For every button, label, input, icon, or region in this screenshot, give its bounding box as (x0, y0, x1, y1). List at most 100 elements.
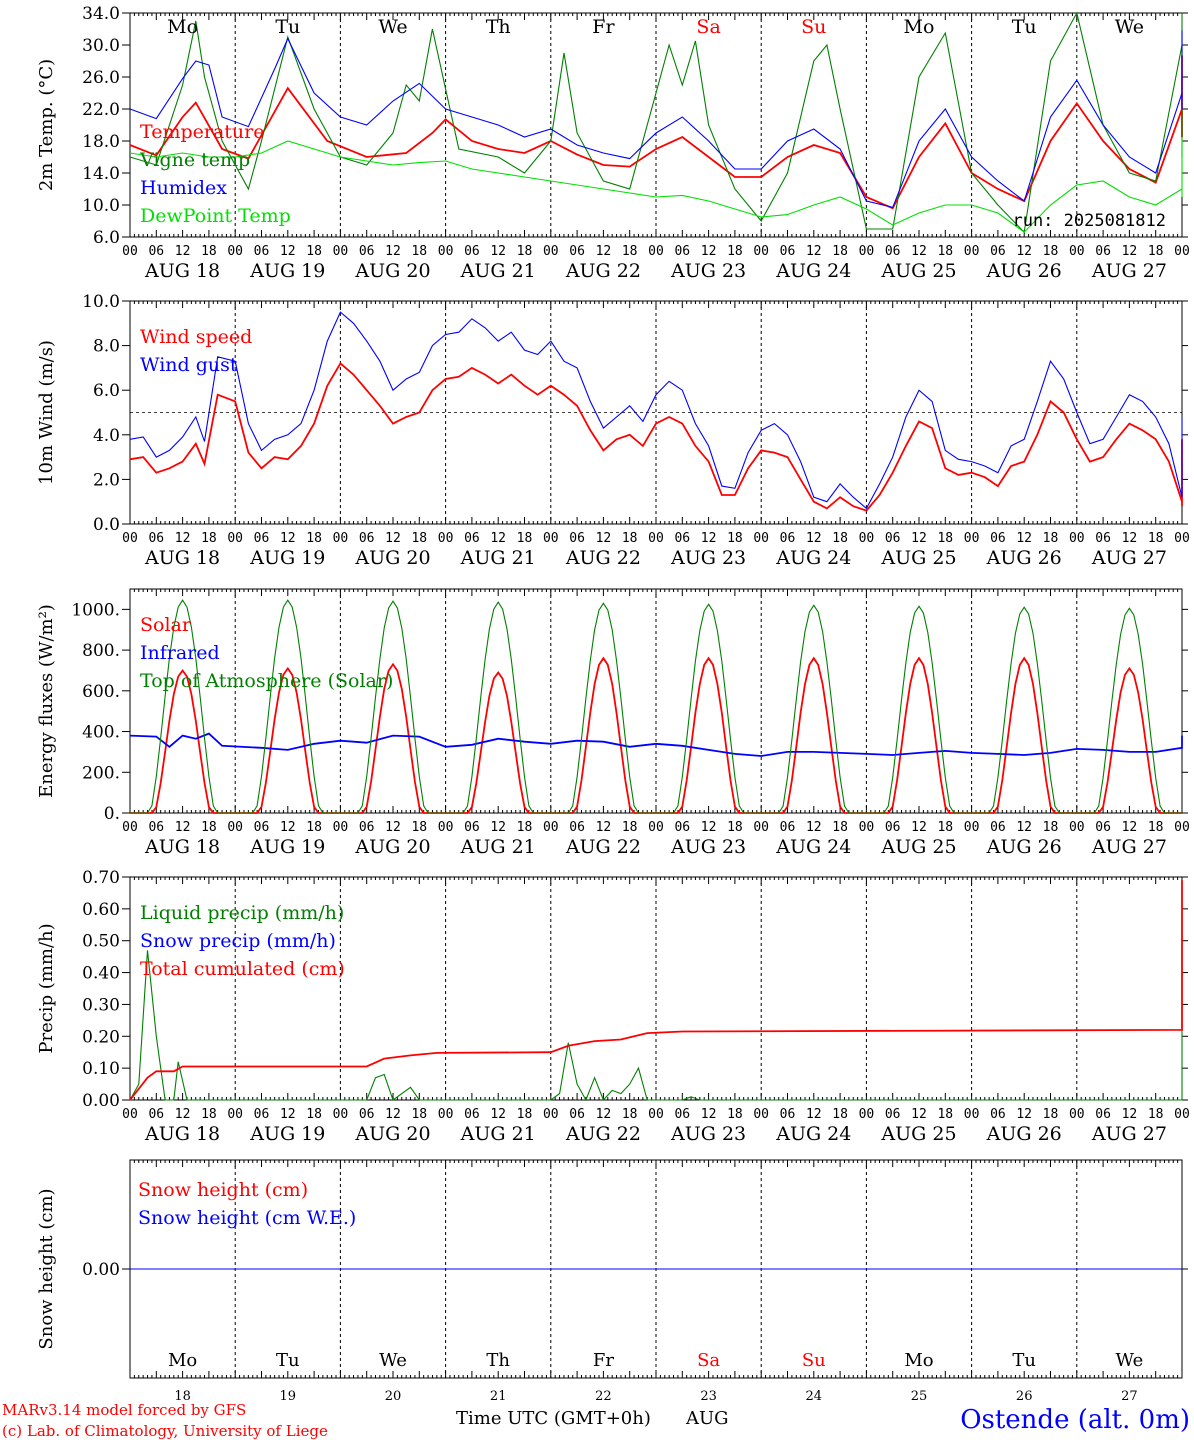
hour-tick-label: 12 (701, 1107, 717, 1122)
y-tick-label: 0.40 (82, 964, 120, 984)
hour-tick-label: 06 (254, 1107, 270, 1122)
plot-frame (129, 12, 1183, 238)
hour-tick-label: 06 (254, 244, 270, 259)
hour-tick-label: 18 (937, 1107, 953, 1122)
date-label: AUG 26 (986, 260, 1062, 282)
hour-tick-label: 12 (911, 820, 927, 835)
date-label: AUG 24 (775, 1123, 851, 1145)
y-tick-label: 0.50 (82, 932, 120, 952)
panel-1: 00 06 12 18 00 06 12 18 00 06 12 18 00 06 12 18 00 06 12 18… (36, 4, 1190, 282)
series-line (129, 138, 1183, 233)
series-line (129, 880, 1183, 1101)
hour-tick-label: 06 (674, 531, 690, 546)
x-axis-label: Time UTC (GMT+0h) (456, 1408, 651, 1429)
hour-tick-label: 00 (122, 244, 138, 259)
hour-tick-label: 06 (780, 1107, 796, 1122)
date-label: AUG 19 (249, 1123, 325, 1145)
date-label: AUG 24 (775, 260, 851, 282)
y-tick-label: 0.20 (82, 1027, 120, 1047)
y-axis-label: Precip (mm/h) (36, 923, 57, 1053)
date-label: AUG 19 (249, 547, 325, 569)
hour-tick-label: 00 (543, 531, 559, 546)
hour-tick-label: 12 (806, 244, 822, 259)
hour-tick-label: 12 (1016, 820, 1032, 835)
hour-tick-label: 00 (122, 531, 138, 546)
date-label: AUG 25 (880, 260, 956, 282)
weekday-label-top: We (1115, 16, 1144, 38)
legend-entry: Total cumulated (cm) (140, 958, 345, 980)
hour-tick-label: 06 (254, 531, 270, 546)
day-number-label: 24 (806, 1389, 823, 1404)
hour-tick-label: 00 (753, 244, 769, 259)
hour-tick-label: 12 (701, 244, 717, 259)
date-label: AUG 25 (880, 1123, 956, 1145)
hour-tick-label: 06 (359, 244, 375, 259)
hour-tick-label: 12 (385, 1107, 401, 1122)
hour-tick-label: 18 (1148, 820, 1164, 835)
hour-tick-label: 18 (832, 820, 848, 835)
hour-tick-label: 06 (148, 1107, 164, 1122)
hour-tick-label: 18 (622, 244, 638, 259)
hour-tick-label: 18 (1148, 531, 1164, 546)
hour-tick-label: 06 (148, 531, 164, 546)
hour-tick-label: 12 (490, 531, 506, 546)
hour-tick-label: 00 (859, 1107, 875, 1122)
y-tick-label: 14.0 (82, 164, 120, 184)
hour-tick-label: 06 (990, 244, 1006, 259)
hour-tick-label: 12 (1122, 244, 1138, 259)
hour-tick-label: 12 (911, 244, 927, 259)
series-line (129, 55, 1183, 210)
date-label: AUG 21 (460, 836, 536, 858)
hour-tick-label: 06 (464, 1107, 480, 1122)
y-tick-label: 0.60 (82, 900, 120, 920)
hour-tick-label: 12 (701, 820, 717, 835)
day-number-label: 23 (700, 1389, 717, 1404)
y-tick-label: 30.0 (82, 36, 120, 56)
run-label: run: 2025081812 (1012, 211, 1166, 231)
hour-tick-label: 00 (1069, 531, 1085, 546)
hour-tick-label: 00 (438, 244, 454, 259)
hour-tick-label: 00 (964, 531, 980, 546)
date-label: AUG 19 (249, 260, 325, 282)
hour-tick-label: 00 (122, 820, 138, 835)
hour-tick-label: 06 (254, 820, 270, 835)
lab-credit: (c) Lab. of Climatology, University of L… (2, 1422, 328, 1440)
weekday-label-bottom: Su (802, 1350, 826, 1371)
hour-tick-label: 12 (385, 244, 401, 259)
legend-entry: Vigne temp (139, 149, 250, 171)
y-tick-label: 6.0 (93, 381, 120, 401)
y-tick-label: 22.0 (82, 100, 120, 120)
y-axis-label: Energy fluxes (W/m²) (36, 604, 57, 798)
legend-entry: Temperature (140, 121, 264, 143)
y-tick-label: 800. (82, 641, 120, 661)
hour-tick-label: 12 (490, 244, 506, 259)
day-number-label: 26 (1016, 1389, 1033, 1404)
hour-tick-label: 06 (885, 531, 901, 546)
hour-tick-label: 06 (1095, 531, 1111, 546)
hour-tick-label: 06 (359, 820, 375, 835)
month-label: AUG (685, 1408, 729, 1429)
hour-tick-label: 06 (990, 820, 1006, 835)
hour-tick-label: 00 (227, 1107, 243, 1122)
hour-tick-label: 00 (1069, 244, 1085, 259)
date-label: AUG 25 (880, 547, 956, 569)
hour-tick-label: 12 (806, 531, 822, 546)
day-number-label: 25 (911, 1389, 928, 1404)
hour-tick-label: 18 (411, 1107, 427, 1122)
date-label: AUG 26 (986, 547, 1062, 569)
panel-5: 0.00 Snow height (cm) Snow height (cm) Snow… (36, 1159, 1188, 1404)
series-line (129, 30, 1183, 209)
hour-tick-label: 18 (622, 531, 638, 546)
weekday-label-top: Mo (904, 16, 935, 38)
hour-tick-label: 06 (885, 244, 901, 259)
hour-tick-label: 12 (175, 1107, 191, 1122)
y-tick-label: 1000. (71, 600, 120, 620)
legend-entry: Solar (140, 614, 192, 636)
hour-tick-label: 00 (333, 531, 349, 546)
hour-tick-label: 00 (859, 531, 875, 546)
legend-entry: Humidex (140, 177, 227, 199)
date-label: AUG 27 (1091, 547, 1167, 569)
y-tick-label: 6.0 (93, 228, 120, 248)
hour-tick-label: 18 (832, 531, 848, 546)
date-label: AUG 26 (986, 836, 1062, 858)
